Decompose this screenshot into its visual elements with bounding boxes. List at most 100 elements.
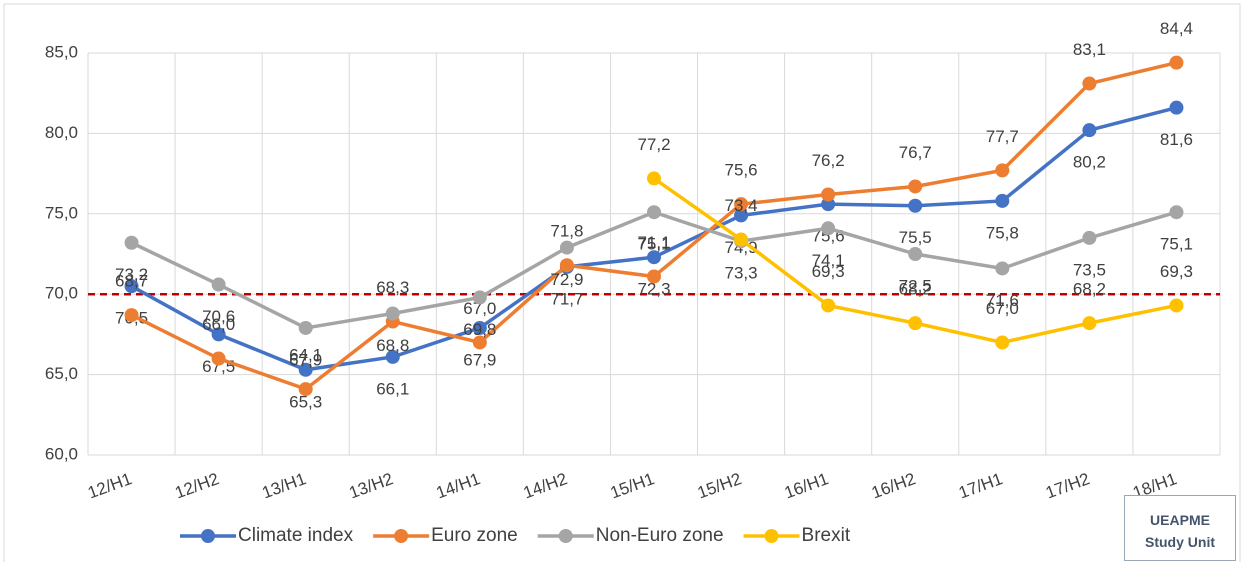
data-label: 73,5: [1073, 260, 1106, 279]
data-label: 65,3: [289, 392, 322, 411]
point: [124, 279, 139, 294]
point: [298, 382, 313, 397]
legend-label: Euro zone: [431, 525, 518, 546]
data-label: 81,6: [1160, 130, 1193, 149]
data-label: 72,3: [637, 280, 670, 299]
x-tick-label: 12/H2: [172, 469, 221, 502]
point: [559, 258, 574, 273]
point: [211, 277, 226, 292]
data-label: 83,1: [1073, 40, 1106, 59]
data-label: 71,7: [550, 289, 583, 308]
data-label: 67,9: [289, 350, 322, 369]
point: [734, 197, 749, 212]
badge: UEAPME Study Unit: [1124, 495, 1236, 561]
point: [1169, 205, 1184, 220]
data-label: 69,8: [463, 320, 496, 339]
data-label: 68,7: [115, 272, 148, 291]
point: [211, 327, 226, 342]
y-tick-label: 85,0: [45, 42, 78, 61]
point: [124, 308, 139, 323]
legend-label: Brexit: [802, 525, 851, 546]
point: [734, 232, 749, 247]
data-label: 72,5: [899, 276, 932, 295]
data-label: 69,3: [1160, 262, 1193, 281]
point: [995, 261, 1010, 276]
data-label: 77,2: [637, 135, 670, 154]
point: [647, 250, 661, 265]
x-tick-label: 15/H2: [695, 469, 744, 502]
data-label: 68,8: [376, 336, 409, 355]
x-tick-label: 14/H1: [434, 469, 483, 502]
x-tick-label: 12/H1: [85, 469, 134, 502]
data-label: 75,8: [986, 223, 1019, 242]
point: [734, 208, 749, 223]
point: [1082, 230, 1097, 245]
data-label: 70,6: [202, 307, 235, 326]
point: [1082, 123, 1097, 138]
y-tick-label: 65,0: [45, 364, 78, 383]
data-label: 66,0: [202, 315, 235, 334]
point: [821, 221, 836, 236]
data-label: 68,2: [899, 280, 932, 299]
data-label: 66,1: [376, 379, 409, 398]
data-label: 68,3: [376, 278, 409, 297]
point: [211, 351, 226, 366]
point: [559, 240, 574, 255]
x-tick-label: 13/H2: [347, 469, 396, 502]
x-tick-label: 14/H2: [521, 469, 570, 502]
data-label: 75,1: [637, 235, 670, 254]
point: [1082, 316, 1097, 331]
data-label: 67,0: [463, 299, 496, 318]
data-label: 73,4: [725, 196, 758, 215]
point: [908, 179, 923, 194]
point: [908, 198, 923, 213]
x-tick-label: 17/H2: [1043, 469, 1092, 502]
data-label: 76,2: [812, 151, 845, 170]
point: [472, 335, 487, 350]
data-label: 75,6: [725, 161, 758, 180]
legend-marker: [558, 529, 573, 543]
data-label: 69,3: [812, 262, 845, 281]
data-label: 75,1: [1160, 235, 1193, 254]
data-label: 71,6: [986, 291, 1019, 310]
legend-marker: [201, 529, 215, 543]
point: [1169, 298, 1184, 313]
point: [1082, 76, 1097, 91]
data-label: 84,4: [1160, 19, 1193, 38]
data-label: 64,1: [289, 346, 322, 365]
point: [908, 247, 923, 261]
point: [821, 298, 836, 313]
point: [385, 306, 400, 321]
point: [124, 235, 139, 250]
legend-marker: [394, 529, 409, 543]
point: [995, 163, 1010, 178]
x-tick-label: 16/H1: [782, 469, 831, 502]
data-label: 71,8: [550, 222, 583, 241]
data-label: 67,0: [986, 299, 1019, 318]
data-label: 75,5: [899, 228, 932, 247]
data-label: 67,9: [463, 350, 496, 369]
legend-label: Climate index: [238, 525, 354, 546]
point: [995, 335, 1010, 350]
point: [1169, 55, 1184, 70]
y-tick-label: 60,0: [45, 444, 78, 463]
data-label: 80,2: [1073, 153, 1106, 172]
data-label: 68,2: [1073, 280, 1106, 299]
y-tick-label: 80,0: [45, 123, 78, 142]
data-label: 72,9: [550, 270, 583, 289]
chart-frame: [3, 3, 1241, 562]
point: [647, 269, 661, 284]
x-tick-label: 17/H1: [956, 469, 1005, 502]
x-tick-label: 15/H1: [608, 469, 657, 502]
data-label: 74,1: [812, 251, 845, 270]
y-tick-label: 75,0: [45, 203, 78, 222]
badge-line: Study Unit: [1145, 534, 1215, 550]
data-label: 77,7: [986, 127, 1019, 146]
data-label: 76,7: [899, 143, 932, 162]
legend-marker: [764, 529, 779, 543]
point: [647, 171, 661, 186]
point: [298, 362, 313, 377]
x-tick-label: 16/H2: [869, 469, 918, 502]
point: [472, 320, 487, 335]
